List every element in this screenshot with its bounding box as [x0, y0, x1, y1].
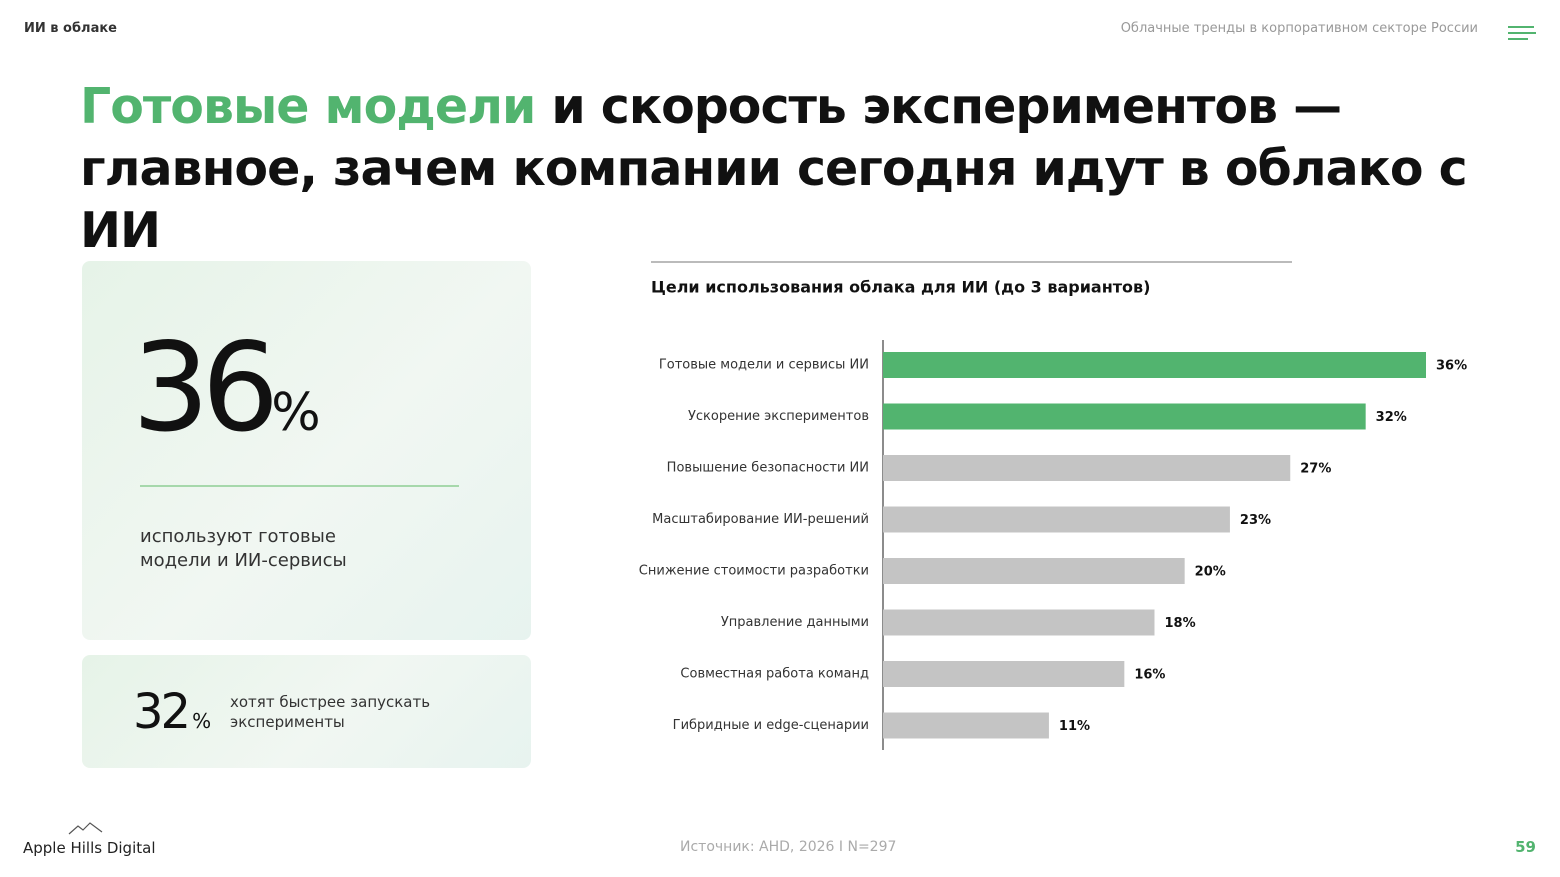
- bar: [883, 506, 1230, 533]
- value-label: 16%: [1134, 668, 1165, 683]
- bar: [883, 558, 1185, 584]
- bar: [883, 661, 1125, 687]
- stat-unit: %: [271, 383, 321, 443]
- title-highlight: Готовые модели: [80, 78, 536, 135]
- stat-number: 32: [133, 684, 191, 740]
- category-label: Совместная работа команд: [680, 667, 869, 682]
- section-label: ИИ в облаке: [24, 21, 117, 36]
- value-label: 36%: [1436, 359, 1467, 374]
- value-label: 18%: [1165, 616, 1196, 631]
- menu-icon[interactable]: [1506, 24, 1538, 44]
- slide-title: Готовые модели и скорость экспериментов …: [80, 76, 1560, 262]
- report-title: Облачные тренды в корпоративном секторе …: [1120, 21, 1478, 36]
- stat-value: 36%: [132, 318, 321, 483]
- logo-icon: [68, 822, 103, 835]
- brand: Apple Hills Digital: [23, 839, 156, 857]
- source: Источник: AHD, 2026 I N=297: [680, 839, 897, 855]
- category-label: Готовые модели и сервисы ИИ: [659, 358, 869, 373]
- value-label: 20%: [1195, 565, 1226, 580]
- title-line2: главное, зачем компании сегодня идут в о…: [80, 140, 1468, 259]
- stat-card: [82, 655, 531, 768]
- category-label: Управление данными: [721, 615, 869, 630]
- bar: [883, 455, 1291, 481]
- stat-unit: %: [192, 709, 212, 733]
- bar: [883, 403, 1366, 430]
- title-line1: и скорость экспериментов —: [551, 78, 1342, 135]
- bar: [883, 712, 1049, 739]
- stat-value: 32%: [133, 684, 211, 749]
- category-label: Масштабирование ИИ-решений: [652, 512, 869, 527]
- value-label: 11%: [1059, 719, 1090, 734]
- page-number: 59: [1515, 838, 1536, 856]
- bar: [883, 352, 1426, 378]
- stat-text: используют готовые модели и ИИ-сервисы: [140, 526, 347, 571]
- stat-card: [82, 261, 531, 640]
- chart-title: Цели использования облака для ИИ (до 3 в…: [651, 278, 1150, 297]
- category-label: Гибридные и edge-сценарии: [673, 718, 869, 733]
- category-label: Снижение стоимости разработки: [639, 564, 869, 579]
- value-label: 32%: [1376, 410, 1407, 425]
- value-label: 23%: [1240, 513, 1271, 528]
- bar: [883, 609, 1155, 636]
- value-label: 27%: [1300, 462, 1331, 477]
- category-label: Ускорение экспериментов: [688, 409, 869, 424]
- divider: [140, 485, 459, 487]
- category-label: Повышение безопасности ИИ: [667, 461, 869, 476]
- stat-number: 36: [132, 317, 279, 459]
- stat-text: хотят быстрее запускать эксперименты: [230, 693, 431, 731]
